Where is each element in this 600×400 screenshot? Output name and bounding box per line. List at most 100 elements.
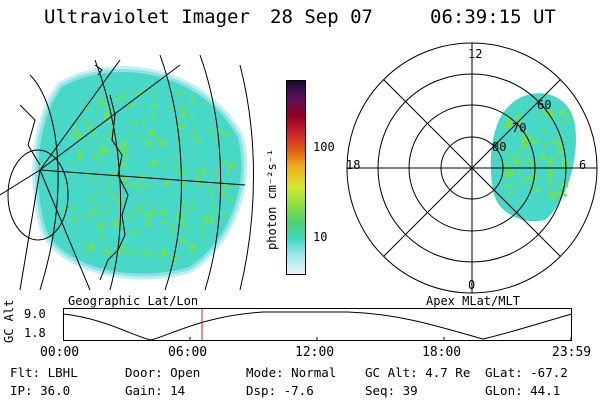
uv-green-speckle-cell: [151, 92, 156, 98]
uv-green-speckle-cell: [159, 253, 163, 258]
polar-green-speckle-cell: [505, 172, 511, 179]
polar-green-speckle-cell: [547, 183, 553, 187]
polar-green-speckle-cell: [512, 169, 515, 175]
uv-green-speckle-cell: [126, 103, 130, 107]
mlat-label-60: 60: [537, 98, 552, 112]
observation-time: 06:39:15 UT: [430, 6, 556, 28]
polar-green-speckle-cell: [535, 187, 541, 193]
polar-green-speckle-cell: [503, 174, 506, 177]
uv-green-speckle-cell: [228, 162, 236, 168]
uv-green-speckle-cell: [170, 231, 176, 234]
polar-green-speckle-cell: [503, 123, 510, 129]
polar-green-speckle-cell: [535, 174, 538, 180]
uv-green-speckle-cell: [144, 221, 152, 227]
uv-green-speckle-cell: [94, 205, 98, 209]
uv-green-speckle-cell: [83, 241, 88, 245]
polar-green-speckle-cell: [547, 167, 551, 171]
polar-green-speckle-cell: [560, 121, 566, 124]
door-info: Door: Open: [125, 365, 201, 380]
uv-green-speckle-cell: [97, 96, 100, 99]
polar-green-speckle-cell: [512, 157, 515, 160]
polar-green-speckle-cell: [521, 140, 527, 146]
polar-green-speckle-cell: [563, 110, 569, 113]
uv-green-speckle-cell: [176, 90, 181, 95]
polar-green-speckle-cell: [559, 110, 565, 115]
ip-info: IP: 36.0: [10, 383, 71, 398]
polar-green-speckle-cell: [540, 127, 544, 130]
uv-green-speckle-cell: [213, 135, 216, 138]
uv-green-speckle-cell: [143, 247, 149, 251]
uv-green-speckle-cell: [186, 210, 193, 212]
uv-green-speckle-cell: [202, 101, 207, 105]
polar-green-speckle-cell: [547, 171, 553, 177]
uv-green-speckle-cell: [70, 172, 75, 175]
uv-green-speckle-cell: [123, 184, 129, 188]
polar-map: [346, 42, 598, 294]
polar-green-speckle-cell: [547, 179, 551, 185]
polar-green-speckle-cell: [517, 170, 521, 173]
polar-green-speckle-cell: [526, 146, 529, 150]
uv-green-speckle-cell: [105, 156, 108, 159]
polar-green-speckle-cell: [564, 184, 569, 188]
uv-green-speckle-cell: [130, 181, 137, 187]
uv-green-speckle-cell: [120, 139, 126, 144]
uv-green-speckle-cell: [199, 226, 204, 231]
polar-green-speckle-cell: [548, 191, 551, 195]
uv-green-speckle-cell: [200, 244, 207, 247]
uv-green-speckle-cell: [140, 183, 143, 190]
mlat-label-70: 70: [512, 121, 527, 135]
uv-green-speckle-cell: [165, 210, 171, 213]
uv-green-speckle-cell: [153, 130, 156, 138]
polar-green-speckle-cell: [502, 160, 506, 163]
uv-green-speckle-cell: [114, 173, 118, 176]
geographic-map-label: Geographic Lat/Lon: [68, 294, 199, 308]
polar-green-speckle-cell: [508, 191, 515, 195]
uv-green-speckle-cell: [202, 233, 206, 238]
altitude-plot: [63, 308, 573, 341]
glon-info: GLon: 44.1: [485, 383, 561, 398]
uv-green-speckle-cell: [210, 216, 215, 223]
uv-green-speckle-cell: [131, 104, 135, 109]
uv-green-speckle-cell: [97, 225, 103, 231]
uv-green-speckle-cell: [72, 121, 77, 129]
polar-green-speckle-cell: [555, 142, 561, 145]
uv-green-speckle-cell: [183, 92, 187, 95]
uv-green-speckle-cell: [151, 103, 158, 109]
uv-green-speckle-cell: [140, 134, 144, 141]
uv-emission-edge: [32, 66, 248, 280]
uv-green-speckle-cell: [120, 143, 127, 151]
gain-info: Gain: 14: [125, 383, 186, 398]
uv-green-speckle-cell: [209, 189, 214, 193]
gc-alt-info: GC Alt: 4.7 Re: [365, 365, 471, 380]
polar-green-speckle-cell: [525, 176, 532, 181]
uv-green-speckle-cell: [110, 170, 114, 176]
polar-green-speckle-cell: [557, 190, 561, 196]
uv-green-speckle-cell: [192, 149, 196, 153]
uv-green-speckle-cell: [72, 134, 80, 139]
uv-green-speckle-cell: [195, 137, 201, 144]
uv-green-speckle-cell: [155, 137, 160, 141]
dsp-info: Dsp: -7.6: [246, 383, 314, 398]
mode-info: Mode: Normal: [246, 365, 337, 380]
polar-green-speckle-cell: [547, 177, 550, 182]
uv-green-speckle-cell: [110, 131, 113, 134]
polar-green-speckle-cell: [502, 168, 508, 172]
uv-green-speckle-cell: [107, 183, 111, 186]
altitude-axis-label: GC Alt: [2, 299, 16, 343]
colorbar-tick-100: 100: [313, 140, 335, 154]
uv-green-speckle-cell: [98, 98, 105, 106]
uv-green-speckle-cell: [178, 212, 186, 217]
uv-green-speckle-cell: [113, 220, 120, 228]
uv-green-speckle-cell: [119, 163, 127, 168]
polar-green-speckle-cell: [507, 185, 511, 188]
uv-green-speckle-cell: [169, 224, 175, 228]
uv-green-speckle-cell: [211, 170, 215, 175]
polar-green-speckle-cell: [534, 115, 538, 119]
uv-green-speckle-cell: [124, 156, 128, 160]
uv-green-speckle-cell: [132, 121, 138, 125]
uv-green-speckle-cell: [146, 213, 150, 221]
uv-green-speckle-cell: [98, 102, 102, 105]
uv-green-speckle-cell: [195, 175, 200, 182]
uv-green-speckle-cell: [191, 201, 195, 205]
uv-green-speckle-cell: [118, 244, 124, 249]
